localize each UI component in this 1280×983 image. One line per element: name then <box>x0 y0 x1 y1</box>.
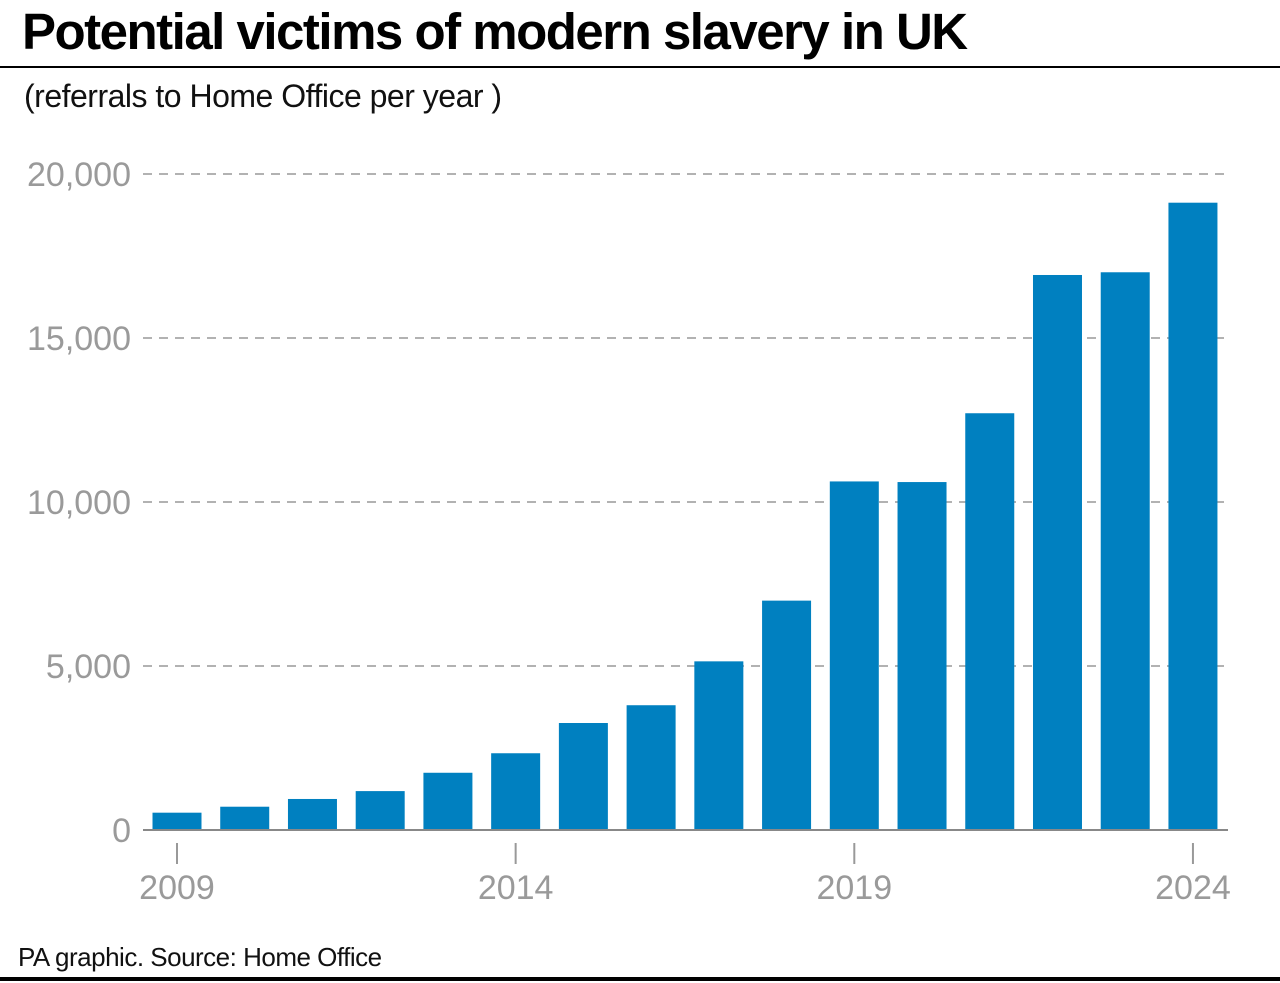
bar-2019 <box>829 481 879 830</box>
bar-2017 <box>694 661 744 830</box>
bar-2021 <box>965 413 1015 830</box>
chart-subtitle: (referrals to Home Office per year ) <box>24 78 502 114</box>
title-divider <box>0 66 1280 68</box>
source-note: PA graphic. Source: Home Office <box>18 942 382 972</box>
y-tick-label: 15,000 <box>27 320 131 358</box>
bar-2009 <box>152 812 202 830</box>
bar-2023 <box>1100 272 1150 830</box>
y-tick-label: 0 <box>112 812 131 850</box>
bar-2022 <box>1032 274 1082 830</box>
bar-2012 <box>355 791 405 830</box>
bar-2018 <box>762 600 812 830</box>
y-tick-label: 10,000 <box>27 484 131 522</box>
x-tick-label: 2009 <box>139 869 215 907</box>
bottom-divider <box>0 977 1280 981</box>
bar-2011 <box>287 798 337 830</box>
x-tick-label: 2014 <box>478 869 554 907</box>
bar-2015 <box>558 723 608 830</box>
bar-2024 <box>1168 202 1218 830</box>
bar-2010 <box>220 806 270 830</box>
x-tick-label: 2024 <box>1155 869 1231 907</box>
bar-2013 <box>423 772 473 830</box>
x-tick-label: 2019 <box>816 869 892 907</box>
bar-2020 <box>897 482 947 830</box>
bar-2016 <box>626 705 676 830</box>
bar-2014 <box>491 753 541 830</box>
chart-title: Potential victims of modern slavery in U… <box>22 3 968 60</box>
y-tick-label: 5,000 <box>46 648 131 686</box>
y-tick-label: 20,000 <box>27 156 131 194</box>
